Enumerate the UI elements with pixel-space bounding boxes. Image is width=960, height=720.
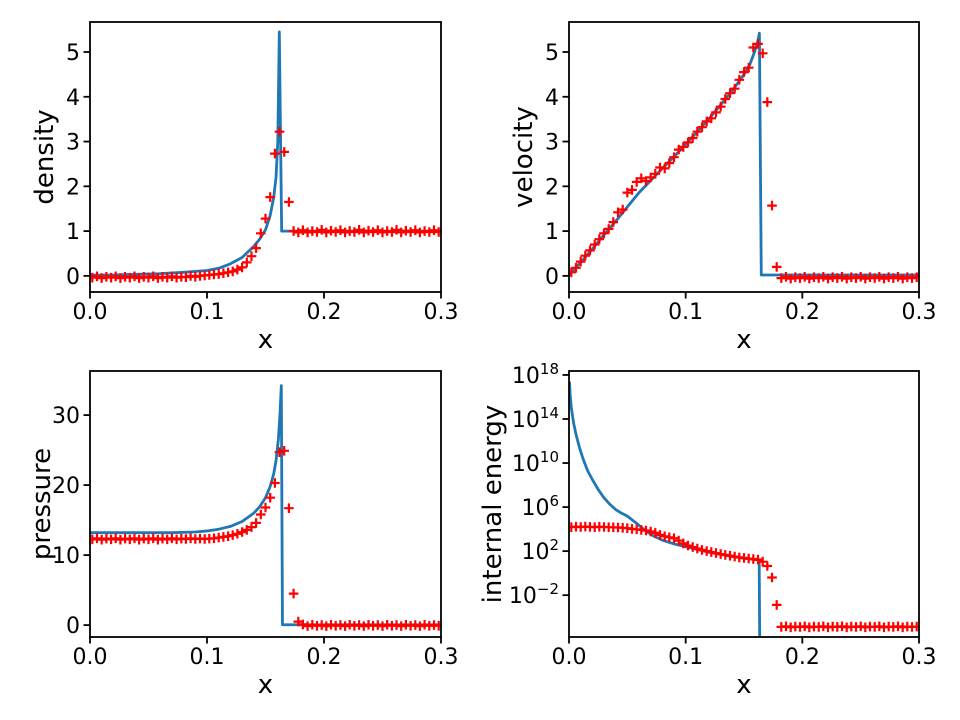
y-tick-label: 1010 <box>512 448 559 477</box>
y-tick-label: 102 <box>521 536 559 565</box>
plot-border-velocity <box>568 21 920 293</box>
y-tick-label: 1018 <box>512 360 559 389</box>
y-tick-label: 20 <box>52 474 80 499</box>
x-axis-pressure: 0.0 0.1 0.2 0.3 <box>73 637 459 670</box>
plot-border-density <box>89 21 442 293</box>
y-axis-label-pressure: pressure <box>27 448 57 560</box>
x-axis-density: 0.0 0.1 0.2 0.3 <box>73 292 459 325</box>
y-tick-label: 5 <box>66 41 80 66</box>
panel-velocity: 0.0 0.1 0.2 0.3 0 1 2 3 4 5 x velocity <box>509 21 937 355</box>
x-axis-velocity: 0.0 0.1 0.2 0.3 <box>552 292 937 325</box>
y-tick-label: 10−2 <box>509 580 559 609</box>
x-tick-label: 0.2 <box>307 300 342 325</box>
y-tick-label: 2 <box>545 175 559 200</box>
x-tick-label: 0.0 <box>73 300 108 325</box>
y-tick-label: 3 <box>66 131 80 156</box>
y-axis-label-velocity: velocity <box>509 106 539 208</box>
x-tick-label: 0.0 <box>552 645 587 670</box>
x-tick-label: 0.1 <box>190 300 225 325</box>
x-axis-label-internal-energy: x <box>736 670 751 700</box>
y-axis-label-internal-energy: internal energy <box>478 405 508 604</box>
x-tick-label: 0.3 <box>424 645 459 670</box>
y-tick-label: 3 <box>545 131 559 156</box>
x-axis-label-velocity: x <box>736 325 751 355</box>
y-tick-label: 2 <box>66 175 80 200</box>
x-tick-label: 0.1 <box>668 300 703 325</box>
analytic-line-pressure <box>90 384 441 627</box>
y-tick-label: 5 <box>545 41 559 66</box>
x-tick-label: 0.0 <box>73 645 108 670</box>
x-tick-label: 0.0 <box>552 300 587 325</box>
panel-pressure: 0.0 0.1 0.2 0.3 0 10 20 30 x pressure <box>27 370 459 700</box>
y-tick-label: 4 <box>545 86 559 111</box>
x-tick-label: 0.2 <box>785 645 820 670</box>
y-axis-velocity: 0 1 2 3 4 5 <box>545 41 569 290</box>
x-tick-label: 0.3 <box>902 300 937 325</box>
simulation-markers-velocity <box>569 39 919 284</box>
y-tick-label: 1014 <box>512 404 559 433</box>
simulation-markers-density <box>90 126 441 283</box>
y-tick-label: 0 <box>66 265 80 290</box>
y-tick-label: 4 <box>66 86 80 111</box>
panel-internal-energy: 0.0 0.1 0.2 0.3 1018 1014 1010 106 102 10−2 x inter… <box>478 360 937 700</box>
simulation-markers-pressure <box>90 446 441 631</box>
y-tick-label: 0 <box>66 614 80 639</box>
y-axis-pressure: 0 10 20 30 <box>52 404 90 639</box>
y-axis-density: 0 1 2 3 4 5 <box>66 41 90 290</box>
x-axis-label-pressure: x <box>258 670 273 700</box>
y-tick-label: 10 <box>52 544 80 569</box>
y-tick-label: 1 <box>545 220 559 245</box>
x-axis-label-density: x <box>258 325 273 355</box>
simulation-markers-internal-energy <box>569 521 919 633</box>
analytic-line-internal-energy <box>569 381 762 637</box>
y-tick-label: 30 <box>52 404 80 429</box>
analytic-line-density <box>90 30 441 277</box>
y-tick-label: 106 <box>521 492 559 521</box>
panel-density: 0.0 0.1 0.2 0.3 0 1 2 3 4 5 x density <box>30 21 459 355</box>
x-tick-label: 0.1 <box>190 645 225 670</box>
plot-border-internal-energy <box>568 370 920 638</box>
x-tick-label: 0.3 <box>424 300 459 325</box>
x-tick-label: 0.1 <box>668 645 703 670</box>
x-axis-internal-energy: 0.0 0.1 0.2 0.3 <box>552 637 937 670</box>
x-tick-label: 0.3 <box>902 645 937 670</box>
y-tick-label: 0 <box>545 265 559 290</box>
y-axis-label-density: density <box>30 109 60 204</box>
y-tick-label: 1 <box>66 220 80 245</box>
y-axis-internal-energy: 1018 1014 1010 106 102 10−2 <box>509 360 569 609</box>
x-tick-label: 0.2 <box>307 645 342 670</box>
x-tick-label: 0.2 <box>785 300 820 325</box>
plot-border-pressure <box>89 370 442 638</box>
